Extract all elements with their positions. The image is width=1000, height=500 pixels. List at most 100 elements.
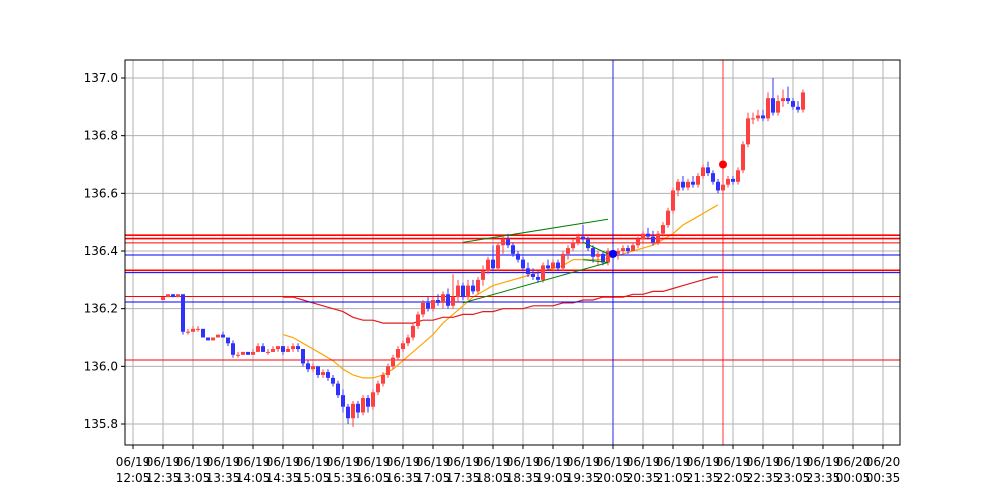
candle-body <box>306 363 310 370</box>
candle-body <box>361 398 365 413</box>
x-tick-date: 06/19 <box>596 455 631 469</box>
signal-marker <box>609 249 617 258</box>
x-tick-date: 06/19 <box>626 455 661 469</box>
y-tick-label: 136.2 <box>84 302 118 316</box>
candle-body <box>226 337 230 344</box>
candle-body <box>316 366 320 375</box>
candle-body <box>561 253 565 269</box>
candle-body <box>706 167 710 174</box>
y-tick-label: 136.0 <box>84 359 118 373</box>
x-tick-time: 14:35 <box>266 471 301 485</box>
candle-body <box>736 170 740 182</box>
moving-averages <box>282 204 719 379</box>
candle-body <box>466 285 470 298</box>
x-tick-time: 22:05 <box>716 471 751 485</box>
candle-body <box>691 181 695 185</box>
candle-body <box>766 98 770 119</box>
candle-body <box>711 173 715 182</box>
candle-body <box>251 351 255 355</box>
candle-body <box>281 346 285 352</box>
x-tick-date: 06/19 <box>776 455 811 469</box>
candle-body <box>581 236 585 240</box>
x-tick-date: 06/19 <box>446 455 481 469</box>
candle-body <box>241 351 245 355</box>
x-tick-date: 06/19 <box>176 455 211 469</box>
x-tick-date: 06/20 <box>866 455 901 469</box>
candle-body <box>696 176 700 185</box>
candle-body <box>531 274 535 277</box>
candle-body <box>286 349 290 352</box>
candle-body <box>336 383 340 396</box>
candle-body <box>431 300 435 309</box>
candle-body <box>586 239 590 249</box>
candle-body <box>456 285 460 298</box>
candle-body <box>236 354 240 356</box>
candle-body <box>256 346 260 352</box>
x-tick-time: 00:35 <box>866 471 901 485</box>
candle-body <box>376 383 380 393</box>
candle-body <box>601 253 605 263</box>
x-axis: 06/19 12:05 06/19 12:35 06/19 13:05 06/19 13:35… <box>116 445 901 485</box>
x-tick-date: 06/19 <box>716 455 751 469</box>
x-tick-time: 21:05 <box>656 471 691 485</box>
candle-body <box>296 346 300 350</box>
candle-body <box>331 377 335 384</box>
candle-body <box>646 233 650 237</box>
x-tick-time: 19:35 <box>566 471 601 485</box>
candle-body <box>751 118 755 120</box>
ma-short-line <box>282 204 719 379</box>
candle-body <box>206 337 210 341</box>
candle-body <box>546 265 550 269</box>
candle-body <box>186 331 190 333</box>
plot-frame <box>124 59 901 446</box>
trend-line <box>582 259 609 264</box>
candle-body <box>301 349 305 364</box>
candle-body <box>321 372 325 375</box>
candle-body <box>721 184 725 191</box>
candle-body <box>406 337 410 344</box>
candle-body <box>371 392 375 407</box>
candle-body <box>786 98 790 102</box>
markers <box>609 160 727 258</box>
x-tick-date: 06/19 <box>656 455 691 469</box>
candle-body <box>211 337 215 341</box>
x-tick-time: 18:05 <box>476 471 511 485</box>
candle-body <box>216 334 220 338</box>
candle-body <box>761 115 765 119</box>
candle-body <box>341 395 345 407</box>
candle-body <box>796 106 800 110</box>
signal-marker <box>719 160 727 169</box>
candle-body <box>346 406 350 419</box>
x-tick-time: 13:05 <box>176 471 211 485</box>
candle-body <box>701 167 705 177</box>
candle-body <box>681 181 685 188</box>
x-tick-time: 22:35 <box>746 471 781 485</box>
candle-body <box>756 115 760 119</box>
x-tick-date: 06/19 <box>506 455 541 469</box>
candle-body <box>726 178 730 185</box>
candle-body <box>196 328 200 330</box>
candle-body <box>776 101 780 113</box>
trend-line <box>582 241 609 255</box>
candle-body <box>496 245 500 269</box>
candle-body <box>616 251 620 254</box>
candle-body <box>366 398 370 407</box>
x-tick-date: 06/19 <box>476 455 511 469</box>
candle-body <box>181 294 185 332</box>
candle-body <box>781 98 785 102</box>
x-tick-time: 15:35 <box>326 471 361 485</box>
x-tick-date: 06/19 <box>686 455 721 469</box>
x-tick-time: 20:35 <box>626 471 661 485</box>
candle-body <box>266 351 270 353</box>
candle-body <box>801 92 805 110</box>
candle-body <box>501 239 505 246</box>
candle-body <box>556 262 560 269</box>
candle-body <box>526 268 530 275</box>
candle-body <box>716 181 720 191</box>
candle-body <box>591 248 595 257</box>
candle-body <box>311 366 315 370</box>
x-tick-date: 06/19 <box>266 455 301 469</box>
candle-body <box>351 403 355 419</box>
candle-body <box>291 346 295 350</box>
candle-body <box>491 259 495 269</box>
